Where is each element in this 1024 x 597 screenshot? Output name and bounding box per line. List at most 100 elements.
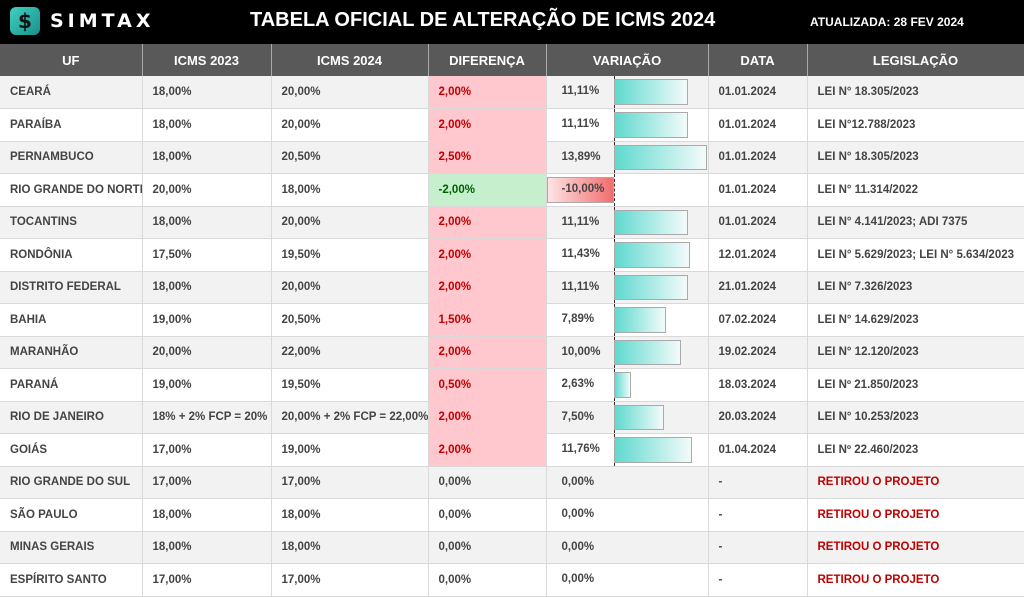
variation-bar (613, 372, 632, 398)
cell-uf: MINAS GERAIS (0, 531, 143, 564)
cell-variacao: 11,76% (546, 433, 709, 467)
cell-data: 01.01.2024 (708, 108, 808, 142)
cell-data: 01.01.2024 (708, 173, 808, 207)
variation-bar (613, 307, 667, 333)
col-icms-2023: ICMS 2023 (142, 44, 272, 76)
cell-variacao: 0,00% (546, 531, 709, 564)
cell-diferenca: 2,00% (428, 433, 547, 467)
cell-uf: PARAÍBA (0, 108, 143, 142)
cell-data: 01.01.2024 (708, 206, 808, 239)
cell-icms-2024: 20,00% (271, 271, 429, 304)
cell-data: 01.04.2024 (708, 433, 808, 467)
cell-uf: RIO GRANDE DO NORTE (0, 173, 143, 207)
page-title: TABELA OFICIAL DE ALTERAÇÃO DE ICMS 2024 (250, 9, 716, 31)
col-variacao: VARIAÇÃO (546, 44, 709, 76)
cell-diferenca: 0,00% (428, 563, 547, 597)
cell-icms-2024: 20,00% (271, 108, 429, 142)
cell-diferenca: 2,00% (428, 238, 547, 272)
variation-value: 0,00% (561, 508, 595, 520)
table-row: PARANÁ 19,00% 19,50% 0,50% 2,63% 18.03.2024 LE… (0, 368, 1024, 402)
variation-value: 11,11% (561, 215, 600, 228)
cell-variacao: 0,00% (546, 466, 709, 499)
cell-icms-2024: 20,00% + 2% FCP = 22,00% (271, 401, 429, 434)
table-row: RIO GRANDE DO NORTE 20,00% 18,00% -2,00% -10… (0, 173, 1024, 207)
cell-icms-2024: 19,50% (271, 238, 429, 272)
cell-icms-2023: 18,00% (142, 498, 272, 532)
cell-data: - (708, 466, 808, 499)
variation-value: 0,00% (561, 573, 595, 585)
cell-uf: PERNAMBUCO (0, 141, 143, 174)
col-icms-2024: ICMS 2024 (271, 44, 429, 76)
variation-value: 11,11% (561, 280, 600, 293)
variation-value: 11,11% (561, 118, 600, 130)
cell-legislacao: LEI N° 7.326/2023 (807, 271, 1024, 304)
cell-uf: CEARÁ (0, 76, 143, 109)
cell-uf: PARANÁ (0, 368, 143, 402)
cell-diferenca: 2,00% (428, 206, 547, 239)
cell-uf: BAHIA (0, 303, 143, 337)
updated-date: ATUALIZADA: 28 FEV 2024 (810, 15, 964, 29)
table-row: PARAÍBA 18,00% 20,00% 2,00% 11,11% 01.01.2024… (0, 108, 1024, 142)
cell-uf: ESPÍRITO SANTO (0, 563, 143, 597)
cell-icms-2023: 18,00% (142, 108, 272, 142)
cell-icms-2023: 18,00% (142, 141, 272, 174)
cell-uf: TOCANTINS (0, 206, 143, 239)
cell-variacao: 11,11% (546, 206, 709, 239)
cell-variacao: 13,89% (546, 141, 709, 174)
variation-value: 0,00% (561, 475, 595, 488)
table-row: SÃO PAULO 18,00% 18,00% 0,00% 0,00% - RETIROU … (0, 498, 1024, 532)
table-header: UF ICMS 2023 ICMS 2024 DIFERENÇA VARIAÇÃ… (0, 44, 1024, 76)
cell-icms-2023: 20,00% (142, 173, 272, 207)
brand-name: SIMTAX (50, 10, 155, 32)
cell-variacao: 11,11% (546, 76, 709, 109)
variation-bar (613, 112, 688, 138)
cell-data: 01.01.2024 (708, 141, 808, 174)
cell-data: 07.02.2024 (708, 303, 808, 337)
variation-bar (546, 177, 614, 203)
cell-uf: RIO DE JANEIRO (0, 401, 143, 434)
cell-legislacao: LEI N° 12.120/2023 (807, 336, 1024, 369)
icms-table: UF ICMS 2023 ICMS 2024 DIFERENÇA VARIAÇÃ… (0, 44, 1024, 597)
cell-data: 18.03.2024 (708, 368, 808, 402)
table-row: RIO GRANDE DO SUL 17,00% 17,00% 0,00% 0,00% -… (0, 466, 1024, 499)
cell-data: 19.02.2024 (708, 336, 808, 369)
cell-legislacao: LEI N° 18.305/2023 (807, 141, 1024, 174)
table-row: TOCANTINS 18,00% 20,00% 2,00% 11,11% 01.01.20… (0, 206, 1024, 239)
cell-legislacao: LEI N°12.788/2023 (807, 108, 1024, 142)
variation-value: 7,89% (561, 313, 595, 325)
cell-diferenca: 2,00% (428, 108, 547, 142)
cell-variacao: 10,00% (546, 336, 709, 369)
cell-icms-2024: 18,00% (271, 498, 429, 532)
cell-diferenca: 2,00% (428, 401, 547, 434)
cell-legislacao: LEI Nº 21.850/2023 (807, 368, 1024, 402)
variation-value: 11,43% (561, 248, 600, 260)
cell-uf: MARANHÃO (0, 336, 143, 369)
cell-uf: DISTRITO FEDERAL (0, 271, 143, 304)
table-row: PERNAMBUCO 18,00% 20,50% 2,50% 13,89% 01.01.2… (0, 141, 1024, 174)
cell-variacao: 0,00% (546, 498, 709, 532)
cell-variacao: 0,00% (546, 563, 709, 597)
cell-legislacao: LEI N° 14.629/2023 (807, 303, 1024, 337)
cell-icms-2024: 20,00% (271, 206, 429, 239)
cell-legislacao: LEI N° 18.305/2023 (807, 76, 1024, 109)
variation-bar (613, 274, 688, 300)
cell-icms-2024: 19,00% (271, 433, 429, 467)
cell-variacao: 11,11% (546, 271, 709, 304)
variation-value: 11,11% (561, 85, 600, 97)
variation-bar (613, 404, 664, 430)
table-row: RONDÔNIA 17,50% 19,50% 2,00% 11,43% 12.01.202… (0, 238, 1024, 272)
cell-legislacao: LEI N° 10.253/2023 (807, 401, 1024, 434)
variation-bar (613, 437, 693, 463)
variation-bar (613, 144, 707, 170)
cell-legislacao: RETIROU O PROJETO (807, 563, 1024, 597)
cell-icms-2023: 19,00% (142, 368, 272, 402)
variation-value: 11,76% (561, 443, 600, 455)
cell-legislacao: LEI Nº 22.460/2023 (807, 433, 1024, 467)
cell-diferenca: 2,00% (428, 271, 547, 304)
variation-value: 0,00% (561, 540, 595, 553)
cell-icms-2023: 17,00% (142, 466, 272, 499)
table-row: CEARÁ 18,00% 20,00% 2,00% 11,11% 01.01.2024 LE… (0, 76, 1024, 109)
brand-logo: $ SIMTAX (10, 7, 155, 35)
col-diferenca: DIFERENÇA (428, 44, 547, 76)
cell-diferenca: 0,50% (428, 368, 547, 402)
